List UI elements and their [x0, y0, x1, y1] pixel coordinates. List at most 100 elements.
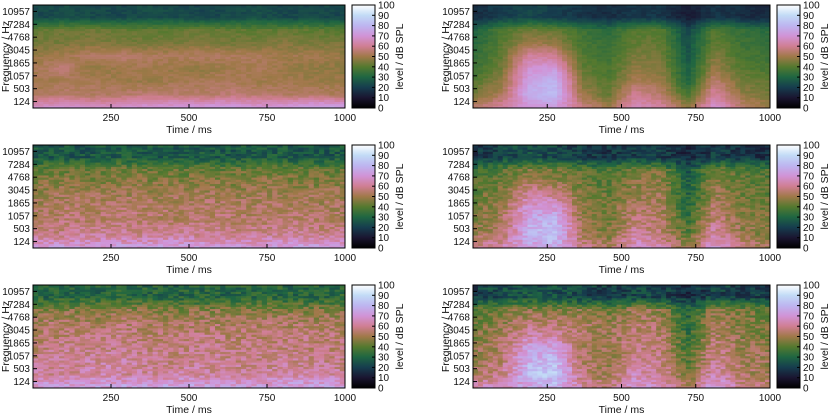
heatmap-cell [157, 67, 164, 70]
heatmap-cell [74, 86, 81, 90]
heatmap-cell [126, 82, 133, 85]
heatmap-cell [235, 90, 242, 94]
heatmap-cell [105, 99, 112, 102]
heatmap-cell [303, 54, 309, 57]
heatmap-cell [189, 58, 195, 62]
heatmap-cell [209, 75, 216, 79]
heatmap-cell [194, 75, 200, 79]
heatmap-cell [142, 73, 148, 77]
heatmap-cell [116, 65, 122, 68]
heatmap-cell [199, 82, 205, 85]
heatmap-cell [339, 99, 346, 102]
heatmap-cell [235, 88, 242, 92]
heatmap-cell [298, 52, 304, 55]
heatmap-cell [142, 67, 148, 70]
heatmap-cell [308, 92, 315, 96]
heatmap-cell [261, 71, 268, 75]
heatmap-cell [95, 52, 101, 55]
heatmap-cell [241, 69, 247, 72]
heatmap-cell [194, 82, 200, 85]
heatmap-cell [209, 88, 216, 92]
heatmap-cell [319, 67, 325, 70]
heatmap-cell [329, 65, 335, 68]
heatmap-cell [313, 103, 320, 107]
heatmap-cell [293, 73, 299, 77]
heatmap-cell [43, 97, 49, 100]
heatmap-cell [100, 65, 107, 68]
heatmap-cell [272, 71, 278, 75]
heatmap-cell [168, 52, 174, 55]
heatmap-cell [111, 71, 117, 75]
heatmap-cell [324, 95, 330, 98]
heatmap-cell [79, 77, 86, 81]
heatmap-cell [53, 101, 60, 105]
heatmap-cell [33, 84, 39, 87]
heatmap-cell [298, 62, 304, 66]
heatmap-cell [204, 90, 211, 94]
heatmap-cell [272, 105, 278, 109]
heatmap-cell [209, 60, 216, 64]
heatmap-cell [215, 90, 221, 94]
heatmap-cell [131, 54, 138, 57]
heatmap-cell [116, 80, 122, 83]
heatmap-cell [163, 88, 169, 92]
heatmap-cell [251, 73, 257, 77]
heatmap-cell [43, 54, 49, 57]
heatmap-cell [261, 84, 268, 87]
heatmap-cell [105, 52, 112, 55]
heatmap-cell [90, 95, 96, 98]
heatmap-cell [220, 97, 226, 100]
heatmap-cell [131, 99, 138, 102]
heatmap-cell [163, 54, 169, 57]
x-tick-label: 1000 [334, 113, 357, 124]
heatmap-cell [168, 97, 174, 100]
heatmap-cell [194, 69, 200, 72]
heatmap-cell [137, 92, 143, 96]
heatmap-cell [334, 67, 341, 70]
heatmap-cell [209, 84, 216, 87]
heatmap-cell [178, 56, 185, 60]
heatmap-cell [220, 92, 226, 96]
heatmap-cell [220, 75, 226, 79]
heatmap-cell [121, 103, 127, 107]
heatmap-cell [85, 60, 91, 64]
heatmap-cell [272, 92, 278, 96]
heatmap-cell [43, 88, 49, 92]
heatmap-cell [303, 52, 309, 55]
heatmap-cell [251, 92, 257, 96]
heatmap-cell [183, 92, 190, 96]
heatmap-cell [256, 62, 263, 66]
heatmap-cell [272, 77, 278, 81]
heatmap-cell [319, 62, 325, 66]
heatmap-cell [152, 73, 159, 77]
heatmap-cell [235, 105, 242, 109]
heatmap-cell [251, 58, 257, 62]
heatmap-cell [272, 56, 278, 60]
heatmap-cell [199, 92, 205, 96]
heatmap-cell [235, 82, 242, 85]
heatmap-cell [272, 73, 278, 77]
heatmap-cell [90, 75, 96, 79]
heatmap-cell [111, 65, 117, 68]
heatmap-cell [246, 71, 252, 75]
heatmap-cell [272, 58, 278, 62]
heatmap-cell [319, 101, 325, 105]
heatmap-cell [105, 84, 112, 87]
heatmap-cell [298, 97, 304, 100]
heatmap-cell [147, 90, 153, 94]
heatmap-cell [215, 62, 221, 66]
heatmap-cell [339, 65, 346, 68]
heatmap-cell [178, 97, 185, 100]
heatmap-cell [230, 71, 237, 75]
heatmap-cell [287, 54, 294, 57]
heatmap-cell [43, 90, 49, 94]
heatmap-cell [220, 56, 226, 60]
heatmap-cell [142, 80, 148, 83]
heatmap-cell [287, 88, 294, 92]
heatmap-cell [220, 95, 226, 98]
heatmap-cell [204, 62, 211, 66]
heatmap-cell [116, 99, 122, 102]
heatmap-cell [79, 86, 86, 90]
heatmap-cell [147, 67, 153, 70]
